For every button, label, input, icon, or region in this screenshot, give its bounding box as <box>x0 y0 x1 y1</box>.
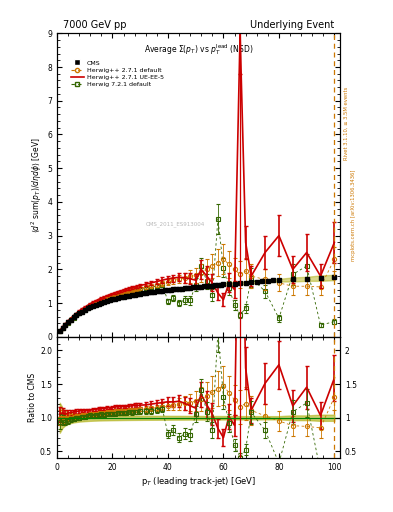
Y-axis label: Ratio to CMS: Ratio to CMS <box>28 373 37 422</box>
Legend: CMS, Herwig++ 2.7.1 default, Herwig++ 2.7.1 UE-EE-5, Herwig 7.2.1 default: CMS, Herwig++ 2.7.1 default, Herwig++ 2.… <box>69 58 166 90</box>
X-axis label: p$_T$ (leading track-jet) [GeV]: p$_T$ (leading track-jet) [GeV] <box>141 475 256 488</box>
Y-axis label: $\langle d^2$ sum$(p_T)/d\eta d\phi\rangle$ [GeV]: $\langle d^2$ sum$(p_T)/d\eta d\phi\rang… <box>30 137 44 233</box>
Text: 7000 GeV pp: 7000 GeV pp <box>62 20 126 30</box>
Text: mcplots.cern.ch [arXiv:1306.3436]: mcplots.cern.ch [arXiv:1306.3436] <box>351 169 356 261</box>
Text: Rivet 3.1.10, ≥ 3.5M events: Rivet 3.1.10, ≥ 3.5M events <box>344 86 349 160</box>
Text: CMS_2011_ES913004: CMS_2011_ES913004 <box>146 222 206 227</box>
Text: Underlying Event: Underlying Event <box>250 20 334 30</box>
Text: Average $\Sigma(p_T)$ vs $p_T^{\rm lead}$ (NSD): Average $\Sigma(p_T)$ vs $p_T^{\rm lead}… <box>143 42 253 57</box>
